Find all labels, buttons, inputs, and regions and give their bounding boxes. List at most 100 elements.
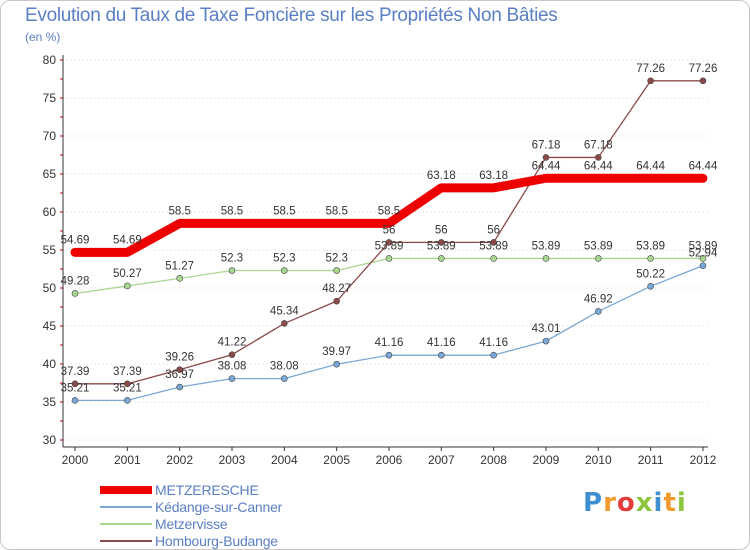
data-label: 41.22 [218,337,247,349]
data-label: 53.89 [584,240,613,252]
data-label: 35.21 [61,382,90,394]
data-point [124,380,131,388]
data-point [594,154,602,161]
data-point [594,308,602,315]
legend-swatch [100,540,152,542]
y-tick-label: 70 [43,129,57,143]
y-tick-label: 65 [43,167,57,181]
data-label: 64.44 [584,160,613,172]
data-label: 38.08 [218,361,247,373]
data-point [438,255,445,262]
data-label: 38.08 [270,361,299,373]
data-point [385,255,393,262]
data-point [281,267,288,274]
data-point [281,320,288,327]
data-point [438,239,445,246]
data-label: 77.26 [636,63,665,75]
x-tick-label: 2012 [690,453,717,467]
data-label: 53.89 [427,240,456,252]
data-label: 58.5 [168,205,190,217]
data-point [281,375,288,382]
data-label: 52.3 [325,253,347,265]
legend-label: Kédange-sur-Canner [155,499,283,515]
logo-letter: i [653,488,664,518]
data-label: 54.69 [113,234,142,246]
data-point [542,255,550,262]
data-label: 52.94 [689,248,718,260]
data-point [699,262,707,269]
logo-letter: i [676,488,687,518]
y-tick-label: 60 [43,205,57,219]
proxiti-logo: Proxiti [583,488,687,518]
data-point [71,290,79,297]
data-label: 53.89 [636,240,665,252]
data-point [71,397,79,404]
data-point [71,380,79,388]
legend-swatch [100,523,152,525]
data-label: 54.69 [61,234,90,246]
x-tick-label: 2000 [62,453,89,467]
data-point [385,239,393,246]
y-tick-label: 45 [43,319,57,333]
data-point [490,351,497,359]
data-point [542,154,550,161]
legend-item-kedange-sur-canner: Kédange-sur-Canner [100,499,340,516]
data-point [647,77,654,85]
y-tick-label: 35 [43,395,57,409]
legend-swatch [100,506,152,508]
data-point [647,283,654,290]
x-tick-label: 2007 [428,453,455,467]
data-point [647,255,654,262]
data-label: 37.39 [113,366,142,378]
data-label: 51.27 [165,260,194,272]
data-point [176,366,183,373]
data-point [124,397,131,404]
x-tick-label: 2005 [323,453,350,467]
y-tick-label: 30 [43,433,57,447]
data-point [490,239,497,246]
data-point [124,282,131,290]
data-label: 58.5 [325,205,347,217]
logo-letter: t [663,488,677,518]
x-tick-label: 2001 [114,453,141,467]
x-tick-label: 2003 [219,453,246,467]
data-label: 56 [435,224,448,236]
x-tick-label: 2008 [480,453,507,467]
data-point [228,375,236,382]
data-point [438,351,445,359]
legend-item-metzervisse: Metzervisse [100,516,340,533]
data-label: 48.27 [322,283,351,295]
y-axis-unit: (en %) [25,30,61,44]
data-label: 56 [383,224,396,236]
data-point [333,297,340,305]
data-label: 53.89 [689,240,718,252]
data-label: 53.89 [375,240,404,252]
y-tick-label: 40 [43,357,57,371]
data-label: 53.89 [532,240,561,252]
data-label: 50.27 [113,268,142,280]
data-label: 43.01 [532,323,561,335]
data-label: 58.5 [221,205,243,217]
x-tick-label: 2009 [533,453,560,467]
data-point [333,267,340,274]
chart-series [70,77,708,404]
data-point [385,351,393,359]
logo-letter: o [616,488,636,518]
y-tick-label: 50 [43,281,57,295]
series-line-metzeresche [70,173,708,257]
data-point [699,255,707,262]
legend-item-hombourg-budange: Hombourg-Budange [100,533,340,550]
data-label: 63.18 [427,170,456,182]
data-label: 36.97 [165,369,194,381]
legend-label: METZERESCHE [155,482,259,498]
data-label: 64.44 [532,160,561,172]
data-label: 58.5 [273,205,295,217]
data-label: 45.34 [270,305,299,317]
data-label: 41.16 [427,337,456,349]
logo-letter: x [635,488,654,518]
legend-label: Metzervisse [155,516,228,532]
data-label: 49.28 [61,275,90,287]
data-label: 39.26 [165,352,194,364]
data-label: 77.26 [689,63,718,75]
